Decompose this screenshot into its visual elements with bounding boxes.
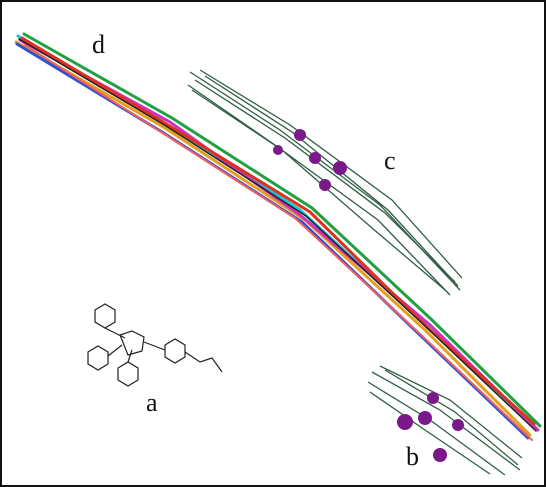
panel-label: d [92, 32, 105, 58]
panel-label: b [406, 444, 419, 470]
panel-label: a [146, 390, 158, 416]
panel-label: c [384, 148, 396, 174]
figure: d c a b [0, 0, 546, 487]
figure-art [0, 0, 546, 487]
